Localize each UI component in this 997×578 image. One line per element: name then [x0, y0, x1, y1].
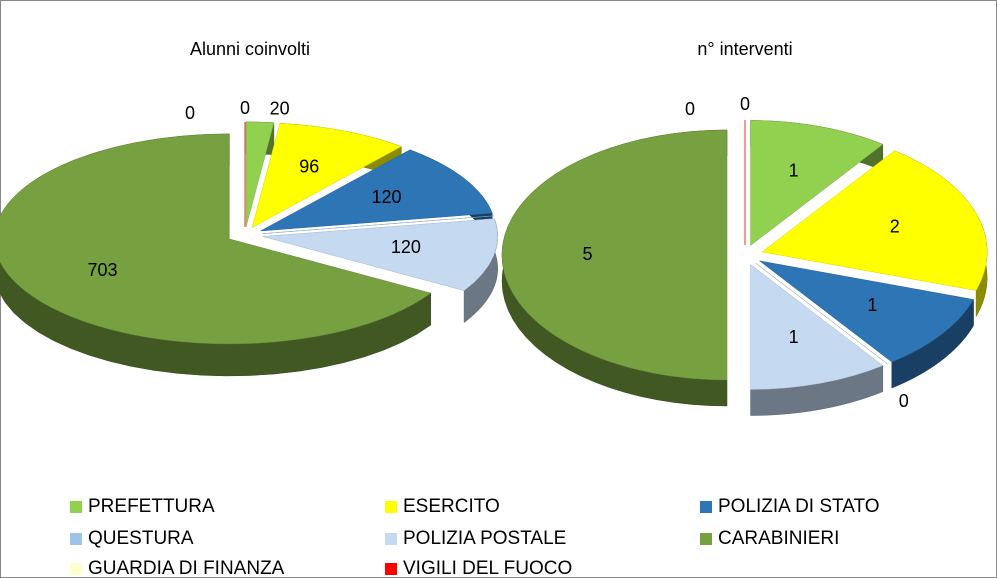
chart-title: Alunni coinvolti	[190, 39, 310, 59]
chart-title: n° interventi	[697, 39, 792, 59]
data-label: 0	[185, 103, 195, 123]
legend-swatch	[700, 533, 712, 545]
slice	[245, 121, 275, 228]
data-label: 0	[740, 94, 750, 114]
slice	[262, 215, 495, 234]
legend-swatch	[70, 533, 82, 545]
slice	[750, 120, 884, 246]
slice	[251, 123, 402, 229]
legend-label: VIGILI DEL FUOCO	[403, 558, 572, 578]
legend-label: POLIZIA DI STATO	[718, 496, 880, 517]
data-label: 703	[87, 260, 117, 280]
data-label: 5	[582, 244, 592, 264]
legend-label: GUARDIA DI FINANZA	[88, 558, 285, 578]
slice	[761, 150, 988, 291]
legend-label: POLIZIA POSTALE	[403, 528, 566, 549]
legend-swatch	[700, 501, 712, 513]
data-label: 20	[270, 98, 290, 118]
data-label: 0	[899, 391, 909, 411]
data-label: 0	[240, 98, 250, 118]
slice	[750, 264, 884, 390]
legend-label: PREFETTURA	[88, 496, 215, 517]
data-label: 1	[867, 295, 877, 315]
data-label: 2	[890, 217, 900, 237]
legend-swatch	[70, 501, 82, 513]
legend-swatch	[385, 533, 397, 545]
legend-label: CARABINIERI	[718, 528, 839, 549]
data-label: 120	[391, 237, 421, 257]
data-label: 1	[789, 161, 799, 181]
slice	[262, 218, 498, 291]
legend-swatch	[385, 501, 397, 513]
legend-swatch	[385, 563, 397, 575]
data-label: 0	[685, 99, 695, 119]
legend-swatch	[70, 563, 82, 575]
slice	[501, 129, 728, 381]
data-label: 96	[299, 156, 319, 176]
slice	[755, 262, 888, 365]
data-label: 120	[372, 187, 402, 207]
slice	[260, 149, 493, 232]
slice	[759, 260, 974, 363]
legend-label: ESERCITO	[403, 496, 500, 517]
data-label: 1	[789, 327, 799, 347]
slice	[0, 133, 432, 345]
legend-label: QUESTURA	[88, 528, 194, 549]
